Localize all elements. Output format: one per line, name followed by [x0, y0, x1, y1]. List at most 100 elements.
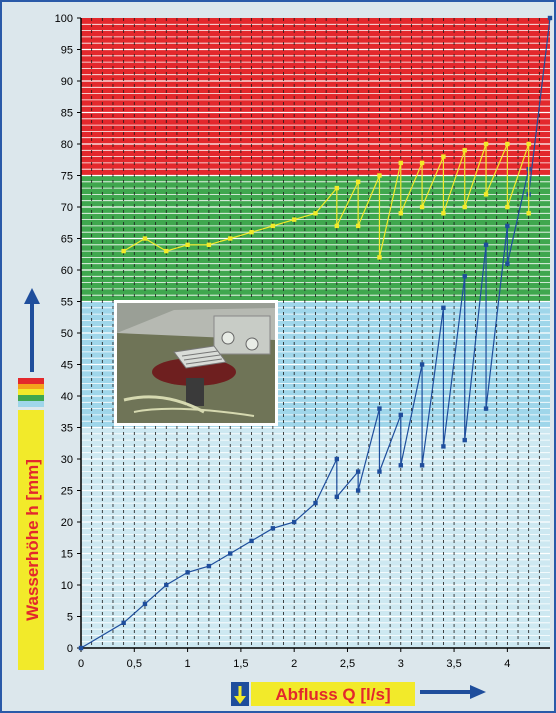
y-tick-label: 5: [67, 612, 73, 624]
data-point: [526, 211, 531, 216]
series-line-1: [123, 143, 530, 258]
data-point: [419, 204, 425, 210]
y-tick-label: 65: [61, 234, 73, 246]
data-point: [249, 230, 254, 235]
x-tick-label: 3: [398, 658, 404, 670]
data-point: [164, 582, 169, 588]
data-point: [398, 160, 403, 166]
y-tick-label: 50: [61, 328, 73, 340]
data-point: [377, 469, 382, 474]
y-tick-label: 30: [61, 454, 73, 466]
x-tick-label: 3,5: [446, 658, 461, 670]
axes: [77, 17, 550, 652]
data-point: [505, 261, 510, 266]
data-point: [419, 362, 425, 367]
data-point: [78, 645, 84, 651]
data-point: [142, 601, 148, 607]
x-tick-label: 4: [504, 658, 510, 670]
data-point: [291, 217, 297, 222]
y-tick-label: 10: [61, 580, 73, 592]
data-point: [228, 551, 233, 556]
data-point: [291, 519, 297, 525]
data-point: [398, 412, 403, 418]
data-point: [206, 563, 212, 569]
data-point: [228, 236, 233, 241]
down-arrow-icon: [231, 682, 249, 706]
x-axis-label: Abfluss Q [l/s]: [275, 685, 390, 704]
data-point: [334, 185, 340, 191]
data-point: [526, 141, 531, 147]
y-tick-label: 45: [61, 360, 73, 372]
y-axis-label: Wasserhöhe h [mm]: [23, 459, 42, 621]
data-point: [334, 494, 340, 499]
xlabel-background: [251, 682, 415, 706]
data-point: [505, 141, 510, 147]
y-tick-label: 80: [61, 139, 73, 151]
data-point: [121, 248, 126, 254]
data-point: [547, 15, 553, 21]
tick-labels: 0510152025303540455055606570758085909510…: [55, 13, 511, 670]
y-tick-label: 60: [61, 265, 73, 277]
data-point: [270, 526, 276, 531]
x-tick-label: 2: [291, 658, 297, 670]
data-point: [185, 242, 190, 247]
y-tick-label: 25: [61, 486, 73, 498]
y-tick-label: 35: [61, 423, 73, 435]
y-tick-label: 70: [61, 202, 73, 214]
ylabel-background: [18, 410, 44, 670]
data-point: [313, 500, 318, 506]
data-point: [441, 211, 446, 216]
x-tick-label: 0: [78, 658, 84, 670]
data-point: [249, 538, 254, 544]
data-point: [142, 236, 148, 241]
data-point: [355, 469, 361, 474]
data-point: [270, 223, 276, 229]
data-point: [398, 463, 403, 468]
x-tick-label: 1,5: [233, 658, 248, 670]
y-tick-label: 20: [61, 517, 73, 529]
data-point: [505, 204, 510, 210]
series-line-0: [80, 17, 551, 649]
data-point: [483, 141, 489, 147]
series-layer: [78, 15, 553, 651]
data-point: [185, 570, 190, 575]
data-point: [377, 406, 382, 411]
x-tick-label: 2,5: [340, 658, 355, 670]
data-point: [398, 211, 403, 216]
x-tick-label: 0,5: [127, 658, 142, 670]
data-point: [355, 179, 361, 184]
y-tick-label: 0: [67, 643, 73, 655]
data-point: [483, 242, 489, 247]
up-arrow-icon: [24, 288, 40, 372]
product-photo: [114, 300, 278, 426]
data-point: [441, 444, 446, 449]
data-point: [462, 204, 467, 210]
right-arrow-icon: [420, 685, 486, 699]
data-point: [313, 211, 318, 216]
data-point: [334, 456, 340, 462]
color-stripes-icon: [18, 378, 44, 407]
data-point: [334, 223, 340, 229]
x-tick-label: 1: [185, 658, 191, 670]
data-point: [505, 223, 510, 229]
y-tick-label: 90: [61, 76, 73, 88]
y-tick-label: 55: [61, 297, 73, 309]
data-point: [206, 242, 212, 247]
data-point: [355, 223, 361, 229]
data-point: [164, 248, 169, 254]
y-tick-label: 95: [61, 45, 73, 57]
data-point: [419, 160, 425, 166]
y-tick-label: 75: [61, 171, 73, 183]
data-point: [377, 173, 382, 178]
y-tick-label: 40: [61, 391, 73, 403]
data-point: [441, 154, 446, 159]
y-tick-label: 15: [61, 549, 73, 561]
data-point: [483, 192, 489, 197]
grid-lines: [81, 18, 550, 648]
data-point: [462, 148, 467, 153]
data-point: [483, 406, 489, 411]
y-tick-label: 85: [61, 108, 73, 120]
data-point: [462, 274, 467, 279]
data-point: [121, 620, 126, 625]
